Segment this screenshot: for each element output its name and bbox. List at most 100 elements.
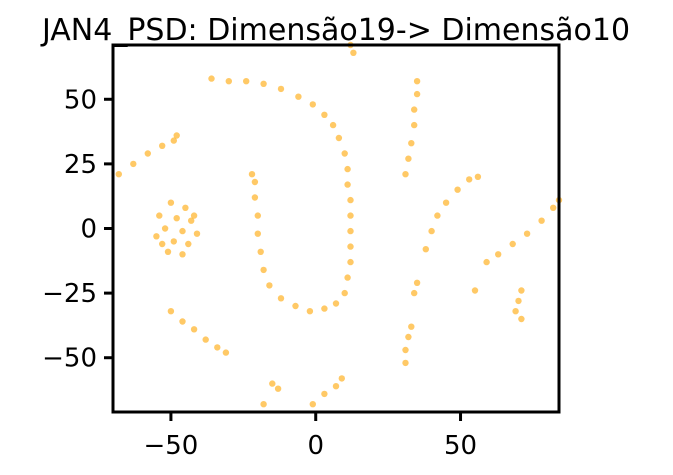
data-point xyxy=(292,302,299,310)
y-axis: −50 −25 0 25 50 xyxy=(42,85,113,374)
data-point xyxy=(509,240,516,248)
y-tick-label: −50 xyxy=(42,344,97,374)
y-tick-label: 25 xyxy=(64,150,97,180)
data-point xyxy=(309,101,316,108)
data-point xyxy=(405,155,412,162)
data-point xyxy=(402,171,409,178)
data-point xyxy=(347,227,354,235)
data-point xyxy=(422,246,429,253)
y-tick-label: 50 xyxy=(64,85,97,115)
data-point xyxy=(413,279,421,286)
data-point xyxy=(153,233,160,240)
data-point xyxy=(159,142,166,149)
data-point xyxy=(167,199,175,206)
data-point xyxy=(243,78,250,85)
data-point xyxy=(405,333,412,341)
data-point xyxy=(454,186,461,193)
data-point xyxy=(483,258,490,266)
data-point xyxy=(170,137,177,144)
data-point xyxy=(190,326,198,333)
data-point xyxy=(164,248,172,255)
data-point xyxy=(411,289,418,297)
data-point xyxy=(321,390,328,398)
data-point xyxy=(260,80,267,88)
data-point xyxy=(411,106,418,113)
data-point xyxy=(402,346,409,354)
data-point xyxy=(442,199,450,206)
data-point xyxy=(185,240,192,248)
data-point xyxy=(182,204,189,211)
data-point xyxy=(338,375,345,382)
data-point xyxy=(173,132,180,139)
data-point xyxy=(159,240,166,248)
data-point xyxy=(411,121,418,129)
data-point xyxy=(550,204,557,211)
data-point xyxy=(341,289,348,297)
data-point xyxy=(321,111,328,119)
y-tick-label: −25 xyxy=(42,279,97,309)
data-point xyxy=(332,300,340,307)
data-point xyxy=(402,359,409,367)
data-point xyxy=(466,176,473,183)
data-points xyxy=(115,41,563,408)
data-point xyxy=(518,287,525,294)
data-point xyxy=(344,274,351,281)
data-point xyxy=(471,287,479,294)
data-point xyxy=(179,318,186,325)
data-point xyxy=(190,212,198,219)
data-point xyxy=(515,297,522,305)
data-point xyxy=(347,196,354,204)
data-point xyxy=(344,165,351,173)
data-point xyxy=(222,349,230,356)
data-point xyxy=(170,238,177,245)
data-point xyxy=(347,243,354,250)
data-point xyxy=(257,248,264,255)
data-point xyxy=(214,344,221,351)
data-point xyxy=(251,178,259,186)
data-point xyxy=(173,215,180,222)
data-point xyxy=(428,227,435,235)
data-point xyxy=(518,315,525,323)
data-point xyxy=(434,212,441,219)
data-point xyxy=(335,134,343,142)
data-point xyxy=(254,230,261,237)
data-point xyxy=(144,150,151,157)
data-point xyxy=(329,121,337,129)
x-tick-label: 50 xyxy=(444,431,477,461)
x-tick-label: 0 xyxy=(307,431,324,461)
data-point xyxy=(413,78,421,85)
data-point xyxy=(295,93,302,100)
data-point xyxy=(225,78,232,85)
data-point xyxy=(130,160,137,168)
data-point xyxy=(538,217,545,224)
data-point xyxy=(413,90,421,98)
data-point xyxy=(350,49,357,56)
data-point xyxy=(179,251,186,258)
data-point xyxy=(306,308,314,315)
data-point xyxy=(161,225,169,232)
data-point xyxy=(321,305,328,312)
data-point xyxy=(523,230,531,237)
data-point xyxy=(254,212,261,219)
data-point xyxy=(309,401,316,408)
plot-frame xyxy=(111,43,561,414)
data-point xyxy=(495,251,502,258)
data-point xyxy=(179,227,186,235)
data-point xyxy=(269,380,276,387)
data-point xyxy=(347,258,354,266)
data-point xyxy=(188,217,195,224)
data-point xyxy=(408,140,415,147)
data-point xyxy=(512,308,519,315)
y-tick-label: 0 xyxy=(80,215,97,245)
data-point xyxy=(474,173,482,180)
data-point xyxy=(260,401,267,408)
data-point xyxy=(260,266,267,274)
data-point xyxy=(202,336,209,343)
data-point xyxy=(274,385,282,392)
data-point xyxy=(266,282,273,289)
data-point xyxy=(341,150,348,157)
data-point xyxy=(167,308,175,315)
data-point xyxy=(344,181,351,188)
data-point xyxy=(277,85,285,93)
